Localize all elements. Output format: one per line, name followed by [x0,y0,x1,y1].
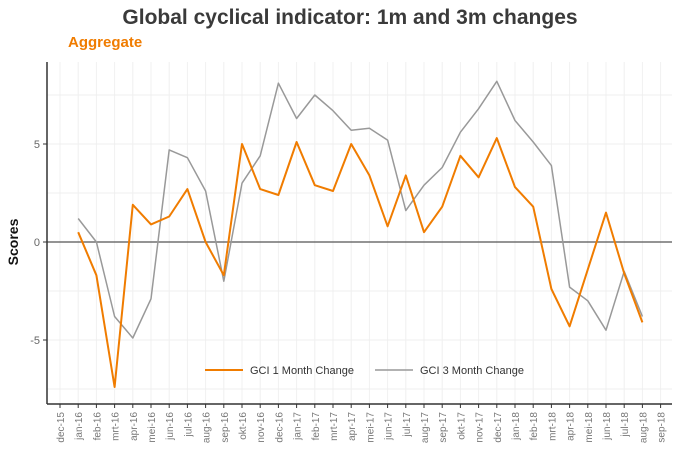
x-tick-label: feb-18 [529,412,540,441]
x-tick-label: mrt-16 [111,412,122,441]
x-tick-label: jul-18 [620,412,631,438]
x-tick-label: apr-17 [347,412,358,441]
x-tick-label: nov-17 [475,412,486,443]
x-tick-label: feb-16 [92,412,103,441]
x-tick-label: okt-17 [456,412,467,440]
x-tick-label: dec-16 [274,412,285,443]
x-tick-label: aug-18 [638,412,649,444]
legend: GCI 1 Month Change GCI 3 Month Change [205,365,524,377]
x-tick-label: sep-18 [657,412,668,443]
x-tick-label: mei-17 [365,412,376,443]
series-line-gci-1-month-change [77,137,644,388]
x-tick-label: apr-18 [566,412,577,441]
x-tick-label: mrt-18 [547,412,558,441]
x-tick-label: jun-16 [165,412,176,441]
y-tick-label: 5 [34,139,40,151]
x-tick-label: sep-17 [438,412,449,443]
series-line-gci-3-month-change [77,80,644,339]
x-tick-label: jul-17 [402,412,413,438]
x-tick-label: jan-16 [74,412,85,441]
x-tick-label: aug-17 [420,412,431,444]
chart-title: Global cyclical indicator: 1m and 3m cha… [122,6,578,29]
y-tick-label: 0 [34,237,40,249]
x-tick-label: jan-17 [293,412,304,441]
chart-subtitle: Aggregate [68,34,143,51]
x-tick-label: feb-17 [311,412,322,441]
x-tick-label: apr-16 [129,412,140,441]
grid [47,62,672,404]
x-tick-label: jun-17 [384,412,395,441]
x-tick-label: mei-16 [147,412,158,443]
x-tick-label: jul-16 [183,412,194,438]
y-axis-label: Scores [5,218,21,265]
x-tick-label: aug-16 [202,412,213,444]
x-tick-label: dec-15 [56,412,67,443]
x-tick-label: nov-16 [256,412,267,443]
legend-label: GCI 1 Month Change [250,365,354,377]
x-ticks: dec-15 jan-16 feb-16 mrt-16 apr-16 mei-16 jun-… [56,404,668,443]
x-tick-label: dec-17 [493,412,504,443]
x-tick-label: mei-18 [584,412,595,443]
series-group [77,80,644,388]
y-ticks: 5 0 -5 [30,139,47,347]
legend-label: GCI 3 Month Change [420,365,524,377]
x-tick-label: mrt-17 [329,412,340,441]
x-tick-label: jan-18 [511,412,522,441]
x-tick-label: sep-16 [220,412,231,443]
x-tick-label: jun-18 [602,412,613,441]
y-tick-label: -5 [30,335,40,347]
x-tick-label: okt-16 [238,412,249,440]
